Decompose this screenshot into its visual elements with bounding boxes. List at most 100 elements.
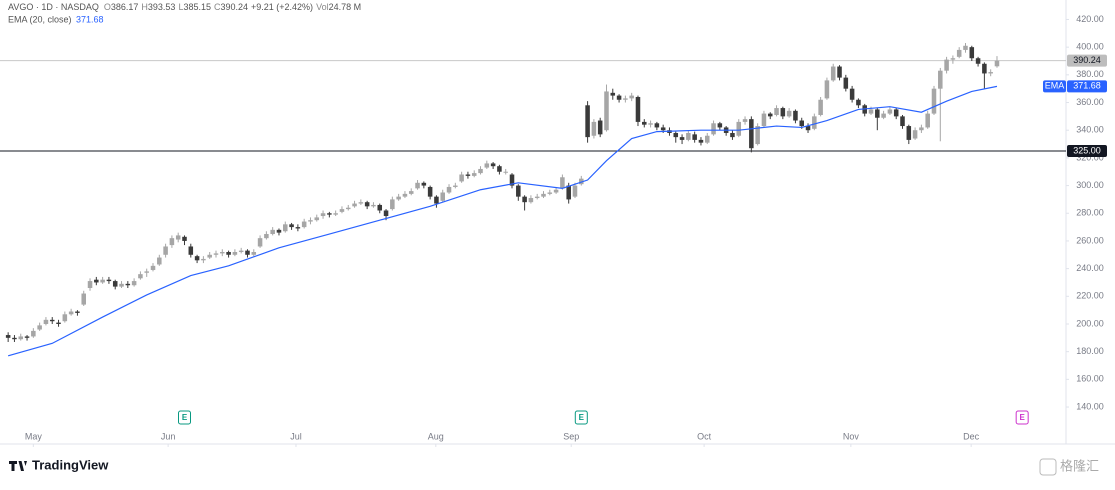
y-tick-label: 360.00 <box>1076 97 1104 107</box>
candle-body <box>465 174 471 176</box>
candle-body <box>736 121 742 136</box>
candle-body <box>220 252 225 254</box>
event-label: E <box>579 413 585 422</box>
candle-body <box>830 66 836 81</box>
candle-body <box>774 108 779 115</box>
candle-body <box>642 121 647 125</box>
candle-body <box>308 220 313 222</box>
candle-body <box>112 281 118 287</box>
y-tick-label: 320.00 <box>1076 152 1104 162</box>
candle-body <box>604 91 609 131</box>
candle-body <box>440 192 445 201</box>
candle-body <box>106 279 112 282</box>
candle-body <box>264 234 269 239</box>
y-tick-label: 220.00 <box>1076 291 1104 301</box>
candle-body <box>5 335 11 338</box>
candle-body <box>87 281 93 288</box>
candle-body <box>749 119 754 149</box>
candle-body <box>698 139 704 143</box>
candle-body <box>516 185 521 197</box>
field-key: H <box>141 2 148 12</box>
candle-body <box>339 209 345 212</box>
candle-body <box>522 196 527 203</box>
candle-body <box>547 192 553 194</box>
candle-body <box>925 113 930 128</box>
candle-body <box>333 213 338 215</box>
ema-line <box>7 85 998 357</box>
y-tick-label: 200.00 <box>1076 318 1104 328</box>
field-value: 390.24 <box>220 2 248 12</box>
candle-body <box>131 281 137 286</box>
x-tick-label: Aug <box>428 431 444 441</box>
candle-body <box>295 227 301 229</box>
candle-body <box>679 137 685 140</box>
field-key: C <box>214 2 221 12</box>
candle-body <box>730 132 735 138</box>
candle-body <box>251 252 257 255</box>
y-tick-label: 280.00 <box>1076 208 1104 218</box>
candle-body <box>887 109 893 114</box>
y-tick-label: 140.00 <box>1076 401 1104 411</box>
candle-body <box>62 314 68 322</box>
field-value: 386.17 <box>111 2 139 12</box>
candle-body <box>453 185 458 187</box>
candle-body <box>188 246 194 255</box>
candle-body <box>270 229 275 235</box>
candle-body <box>421 182 427 186</box>
candle-body <box>805 126 811 131</box>
candle-body <box>138 274 143 279</box>
x-tick-label: May <box>25 431 43 441</box>
candle-body <box>289 224 294 228</box>
candle-body <box>982 63 987 74</box>
x-tick-label: Sep <box>563 431 579 441</box>
candle-body <box>579 178 584 185</box>
candle-body <box>100 279 105 283</box>
candle-body <box>371 204 376 207</box>
candle-body <box>490 163 496 167</box>
candle-body <box>566 185 571 200</box>
candle-body <box>856 99 861 106</box>
candle-body <box>43 319 49 324</box>
candle-body <box>327 213 332 215</box>
candle-body <box>692 134 697 140</box>
candle-body <box>257 238 263 247</box>
candle-body <box>793 110 798 121</box>
candle-body <box>799 120 804 127</box>
candle-body <box>56 322 61 324</box>
candle-body <box>503 171 508 173</box>
candle-body <box>975 58 981 64</box>
candle-body <box>383 210 389 217</box>
legend-line: AVGO · 1D · NASDAQ O386.17 H393.53 L385.15 C… <box>8 2 361 12</box>
candle-body <box>956 49 962 57</box>
candle-body <box>912 130 918 139</box>
y-tick-label: 300.00 <box>1076 180 1104 190</box>
brand: TradingView <box>32 457 109 472</box>
candle-body <box>345 207 351 210</box>
candle-body <box>125 283 131 286</box>
event-marker <box>1015 410 1029 425</box>
y-tick-label: 160.00 <box>1076 374 1104 384</box>
candle-body <box>497 166 502 172</box>
candle-body <box>686 132 691 140</box>
field-key: L <box>178 2 183 12</box>
x-tick-label: Jun <box>161 431 176 441</box>
candle-body <box>434 196 439 204</box>
x-tick-label: Dec <box>963 431 980 441</box>
candle-body <box>988 72 993 74</box>
candle-body <box>717 123 723 128</box>
horizontal-line-tag: 325.00 <box>1073 145 1101 155</box>
y-tick-label: 260.00 <box>1076 235 1104 245</box>
volume-key: Vol <box>316 2 329 12</box>
price-tag: 390.24 <box>1073 55 1101 65</box>
candle-body <box>201 258 206 261</box>
candle-body <box>572 185 578 197</box>
candle-body <box>786 110 792 117</box>
candle-body <box>459 174 464 182</box>
candle-body <box>49 319 55 322</box>
candle-body <box>755 126 760 145</box>
candle-body <box>843 77 849 89</box>
candle-body <box>169 238 175 246</box>
candle-body <box>283 224 288 232</box>
candle-body <box>314 217 320 221</box>
candle-body <box>175 235 181 240</box>
